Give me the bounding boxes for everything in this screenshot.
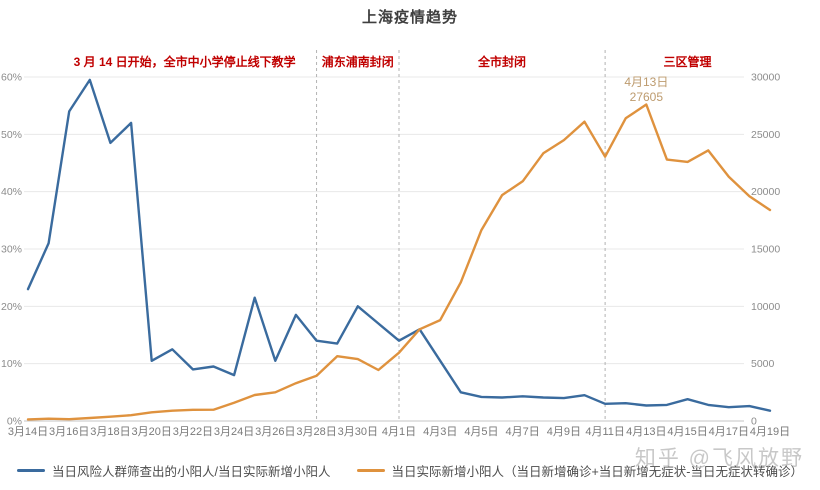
x-axis-tick: 3月30日 <box>338 426 378 438</box>
zhihu-watermark: 知乎 @飞风放野 <box>634 447 804 470</box>
left-axis-tick: 20% <box>1 301 22 313</box>
left-axis-tick: 10% <box>1 358 22 370</box>
right-axis-tick: 30000 <box>751 72 780 84</box>
x-axis-tick: 3月28日 <box>296 426 336 438</box>
right-axis-tick: 10000 <box>751 301 780 313</box>
x-axis-tick: 4月1日 <box>382 426 416 438</box>
legend-item-orange: 当日实际新增小阳人（当日新增确诊+当日新增无症状-当日无症状转确诊） <box>356 461 803 480</box>
chart-title: 上海疫情趋势 <box>361 9 458 26</box>
event-label: 全市封闭 <box>477 54 526 69</box>
orange-line-swatch-icon <box>356 469 385 472</box>
epidemic-trend-chart: 0% 0 10% 5000 20% 10000 30% 15000 40% 20000 50% 250… <box>1 50 790 438</box>
right-axis-tick: 25000 <box>751 129 780 141</box>
x-axis-tick: 4月3日 <box>423 426 457 438</box>
legend-label-orange: 当日实际新增小阳人（当日新增确诊+当日新增无症状-当日无症状转确诊） <box>391 465 803 479</box>
right-axis-tick: 5000 <box>751 358 775 370</box>
x-axis-tick: 4月11日 <box>585 426 625 438</box>
legend-item-blue: 当日风险人群筛查出的小阳人/当日实际新增小阳人 <box>17 461 331 480</box>
x-axis-tick: 4月5日 <box>464 426 498 438</box>
x-axis-tick: 4月17日 <box>709 426 749 438</box>
orange-series-line <box>26 103 772 421</box>
x-axis-tick: 3月18日 <box>90 426 130 438</box>
x-axis-tick: 4月9日 <box>547 426 581 438</box>
right-axis-tick: 0 <box>751 416 757 428</box>
peak-annotation: 27605 <box>630 90 664 104</box>
chart-legend: 当日风险人群筛查出的小阳人/当日实际新增小阳人 当日实际新增小阳人（当日新增确诊… <box>0 461 820 480</box>
x-axis-tick: 3月24日 <box>214 426 254 438</box>
x-axis-tick: 4月15日 <box>667 426 707 438</box>
event-label: 3 月 14 日开始，全市中小学停止线下教学 <box>74 54 296 69</box>
event-label: 浦东浦南封闭 <box>322 54 394 69</box>
event-label: 三区管理 <box>664 54 712 69</box>
right-axis-tick: 20000 <box>751 186 780 198</box>
left-axis-tick: 30% <box>1 244 22 256</box>
x-axis-tick: 4月13日 <box>626 426 666 438</box>
x-axis-tick: 4月7日 <box>506 426 540 438</box>
x-axis-tick: 3月20日 <box>131 426 171 438</box>
legend-label-blue: 当日风险人群筛查出的小阳人/当日实际新增小阳人 <box>52 465 331 479</box>
left-axis-tick: 0% <box>7 416 22 428</box>
x-axis-tick: 3月22日 <box>173 426 213 438</box>
left-axis-tick: 50% <box>1 129 22 141</box>
right-axis-tick: 15000 <box>751 244 780 256</box>
peak-annotation: 4月13日 <box>624 75 668 89</box>
blue-series-line <box>26 78 772 412</box>
x-axis-tick: 4月19日 <box>750 426 790 438</box>
left-axis-tick: 40% <box>1 186 22 198</box>
left-axis-tick: 60% <box>1 72 22 84</box>
x-axis-tick: 3月14日 <box>8 426 48 438</box>
x-axis-tick: 3月16日 <box>49 426 89 438</box>
x-axis-tick: 3月26日 <box>255 426 295 438</box>
blue-line-swatch-icon <box>17 469 46 472</box>
